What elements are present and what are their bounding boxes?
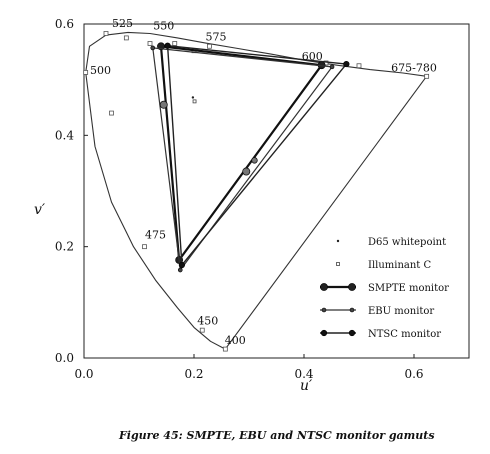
locus-marker bbox=[424, 73, 430, 79]
gamut-line-ntsc bbox=[166, 45, 347, 266]
x-tick-label: 0.6 bbox=[404, 367, 423, 381]
locus-marker bbox=[222, 346, 228, 352]
locus-marker bbox=[109, 110, 114, 116]
axis-ticks: 0.0 0.2 0.4 0.6 0.0 0.2 0.4 0.6 bbox=[55, 17, 424, 381]
y-tick-label: 0.4 bbox=[55, 128, 74, 142]
legend-label: NTSC monitor bbox=[368, 329, 441, 340]
wavelength-label: 475 bbox=[145, 228, 166, 241]
y-tick-label: 0.6 bbox=[55, 17, 74, 31]
d65-whitepoint-marker bbox=[191, 96, 195, 99]
wavelength-label: 600 bbox=[302, 50, 323, 63]
gamut-primary-marker bbox=[343, 60, 350, 68]
wavelength-label: 400 bbox=[225, 334, 246, 347]
x-tick-label: 0.4 bbox=[294, 367, 313, 381]
gamut-primary-marker bbox=[329, 64, 335, 70]
plot-frame bbox=[83, 23, 470, 359]
locus-marker bbox=[103, 31, 109, 36]
gamut-midpoint-marker bbox=[242, 167, 251, 176]
legend-symbol-d65 bbox=[336, 239, 340, 243]
x-tick-label: 0.2 bbox=[184, 367, 203, 381]
locus-marker bbox=[356, 63, 362, 69]
legend-marker bbox=[348, 283, 356, 291]
gamut-midpoint-marker bbox=[159, 100, 168, 109]
legend-marker bbox=[320, 283, 328, 291]
locus-marker bbox=[199, 327, 205, 333]
legend-label: SMPTE monitor bbox=[368, 283, 449, 294]
y-axis-label: v′ bbox=[34, 202, 46, 218]
gamut-triangles bbox=[150, 42, 350, 273]
legend-label: Illuminant C bbox=[368, 260, 432, 271]
whitepoints bbox=[191, 96, 197, 104]
x-tick-label: 0.0 bbox=[74, 367, 93, 381]
locus-marker bbox=[147, 41, 153, 46]
locus-marker bbox=[123, 35, 129, 41]
wavelength-label: 675-780 bbox=[391, 61, 437, 74]
wavelength-label: 450 bbox=[197, 315, 218, 328]
spectral-locus-curve bbox=[85, 31, 428, 350]
locus-marker bbox=[172, 41, 178, 46]
legend-label: EBU monitor bbox=[368, 306, 434, 317]
locus-marker bbox=[83, 70, 89, 75]
wavelength-label: 575 bbox=[206, 31, 227, 44]
spectral-locus bbox=[83, 31, 430, 352]
illuminant-c-marker bbox=[192, 99, 197, 104]
gamut-line-smpte bbox=[159, 45, 323, 262]
wavelength-label: 525 bbox=[112, 17, 133, 30]
wavelength-label: 500 bbox=[90, 64, 111, 77]
legend: D65 whitepoint Illuminant C SMPTE monitor E… bbox=[320, 237, 449, 340]
gamut-primary-marker bbox=[164, 42, 171, 49]
gamut-primary-marker bbox=[150, 45, 156, 51]
x-axis-label: u′ bbox=[300, 378, 313, 394]
gamut-midpoint-marker bbox=[251, 157, 258, 164]
legend-marker bbox=[349, 307, 355, 313]
locus-marker bbox=[142, 244, 147, 250]
legend-marker bbox=[321, 307, 327, 313]
gamut-line-ebu bbox=[152, 47, 333, 271]
locus-marker bbox=[206, 43, 212, 49]
figure-caption: Figure 45: SMPTE, EBU and NTSC monitor g… bbox=[118, 429, 435, 442]
legend-marker bbox=[348, 329, 356, 337]
y-tick-label: 0.2 bbox=[55, 240, 74, 254]
wavelength-label: 550 bbox=[153, 20, 174, 33]
y-tick-label: 0.0 bbox=[55, 351, 74, 365]
wavelength-labels: 525 550 575 600 675-780 500 475 450 400 bbox=[90, 17, 437, 347]
gamut-primary-marker bbox=[177, 267, 183, 273]
legend-symbol-illuminant-c bbox=[336, 262, 340, 266]
legend-label: D65 whitepoint bbox=[368, 237, 446, 248]
legend-marker bbox=[320, 329, 328, 337]
gamut-primary-marker bbox=[178, 261, 185, 269]
